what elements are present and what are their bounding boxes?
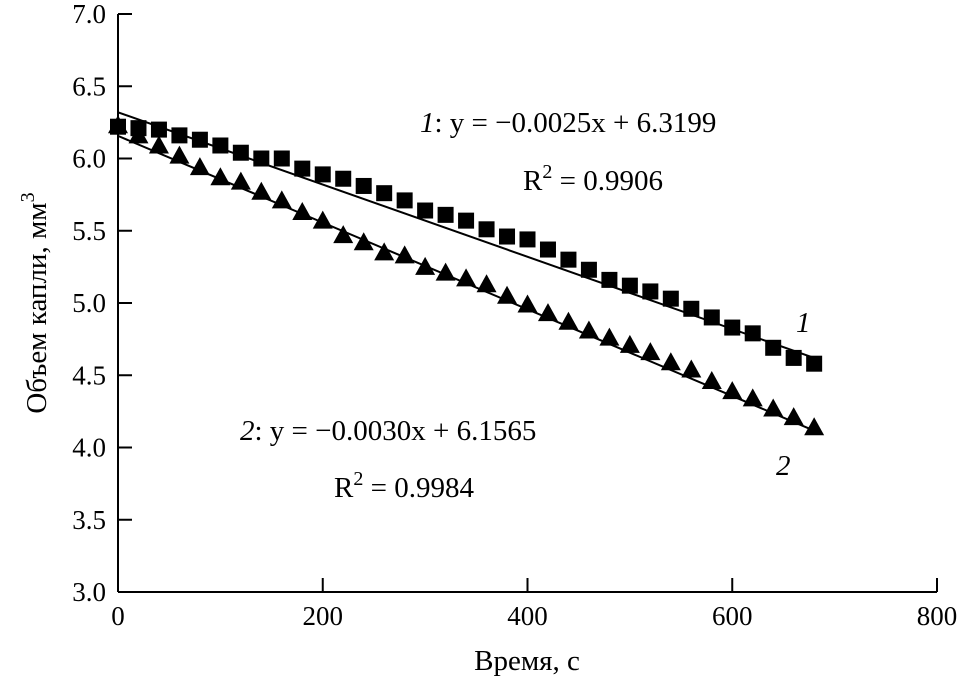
point-series-2	[763, 398, 784, 417]
point-series-2	[108, 115, 128, 134]
point-series-1	[376, 185, 393, 202]
y-tick-label: 5.5	[72, 216, 106, 246]
point-series-2	[169, 145, 190, 164]
point-series-1	[703, 309, 720, 326]
y-tick-label: 4.5	[72, 360, 106, 390]
point-series-1	[724, 319, 741, 336]
y-tick-label: 6.5	[72, 71, 106, 101]
point-series-1	[417, 202, 434, 219]
point-series-2	[251, 181, 272, 200]
r2-2: R2 = 0.9984	[334, 468, 474, 504]
point-series-1	[191, 131, 208, 148]
point-series-1	[253, 150, 270, 167]
point-series-1	[601, 271, 618, 288]
point-series-1	[232, 144, 249, 161]
point-series-1	[335, 170, 352, 187]
point-series-2	[619, 334, 640, 353]
y-tick-label: 6.0	[72, 144, 106, 174]
point-series-2	[333, 225, 354, 244]
point-series-2	[148, 135, 169, 154]
series-1-label: 1	[796, 307, 811, 339]
equation-1: 1: y = −0.0025x + 6.3199	[420, 107, 716, 139]
point-series-1	[662, 290, 679, 307]
y-axis-label: Объем капли, мм3	[17, 192, 53, 413]
point-series-2	[415, 256, 436, 275]
point-series-2	[599, 327, 620, 346]
point-series-2	[640, 342, 661, 361]
point-series-2	[230, 171, 251, 190]
point-series-2	[353, 232, 374, 251]
point-series-1	[744, 325, 761, 342]
point-series-1	[560, 251, 577, 268]
point-series-1	[458, 212, 475, 229]
point-series-1	[519, 231, 536, 248]
point-series-1	[273, 150, 290, 167]
y-tick-label: 5.0	[72, 288, 106, 318]
point-series-1	[478, 221, 495, 238]
point-series-2	[292, 201, 313, 220]
point-series-2	[210, 167, 231, 186]
x-tick-label: 800	[917, 601, 958, 631]
r2-1: R2 = 0.9906	[523, 161, 663, 197]
x-axis-label: Время, с	[474, 645, 580, 677]
point-series-1	[765, 339, 782, 356]
point-series-2	[804, 417, 825, 436]
point-series-2	[578, 320, 599, 339]
point-series-1	[355, 177, 372, 194]
point-series-2	[456, 268, 477, 287]
point-series-2	[660, 352, 681, 371]
point-series-2	[476, 274, 497, 293]
point-series-2	[742, 388, 763, 407]
point-series-2	[537, 303, 558, 322]
equation-2: 2: y = −0.0030x + 6.1565	[240, 415, 536, 447]
point-series-1	[539, 241, 556, 258]
point-series-1	[212, 137, 229, 154]
point-series-2	[558, 311, 579, 330]
point-series-2	[271, 190, 292, 209]
point-series-1	[642, 283, 659, 300]
x-tick-label: 400	[507, 601, 548, 631]
point-series-2	[517, 294, 538, 313]
point-series-2	[497, 285, 518, 304]
y-tick-label: 3.0	[72, 577, 106, 607]
point-series-1	[314, 166, 331, 183]
x-tick-label: 200	[303, 601, 344, 631]
point-series-1	[683, 300, 700, 317]
point-series-2	[435, 262, 456, 281]
ticks: 0 200 400 600 800 3.0 3.5 4.0 4.5 5.0 5.5 6.0 6.5 7.0	[72, 0, 957, 631]
point-series-1	[171, 127, 188, 144]
point-series-1	[621, 277, 638, 294]
point-series-2	[783, 407, 804, 426]
data-points	[108, 115, 825, 436]
point-series-1	[294, 160, 311, 177]
point-series-1	[580, 261, 597, 278]
point-series-2	[701, 371, 722, 390]
series-2-label: 2	[776, 450, 791, 482]
point-series-1	[150, 121, 167, 138]
point-series-2	[394, 245, 415, 264]
point-series-1	[499, 228, 516, 245]
y-tick-label: 4.0	[72, 433, 106, 463]
point-series-1	[396, 192, 413, 209]
point-series-1	[785, 349, 802, 366]
point-series-2	[312, 210, 333, 229]
x-tick-label: 0	[111, 601, 125, 631]
point-series-1	[437, 206, 454, 223]
point-series-1	[806, 355, 823, 372]
point-series-2	[722, 381, 743, 400]
point-series-2	[374, 242, 395, 261]
y-tick-label: 3.5	[72, 505, 106, 535]
y-tick-label: 7.0	[72, 0, 106, 29]
point-series-2	[189, 157, 210, 176]
x-tick-label: 600	[712, 601, 753, 631]
point-series-2	[681, 359, 702, 378]
point-series-2	[128, 125, 149, 144]
